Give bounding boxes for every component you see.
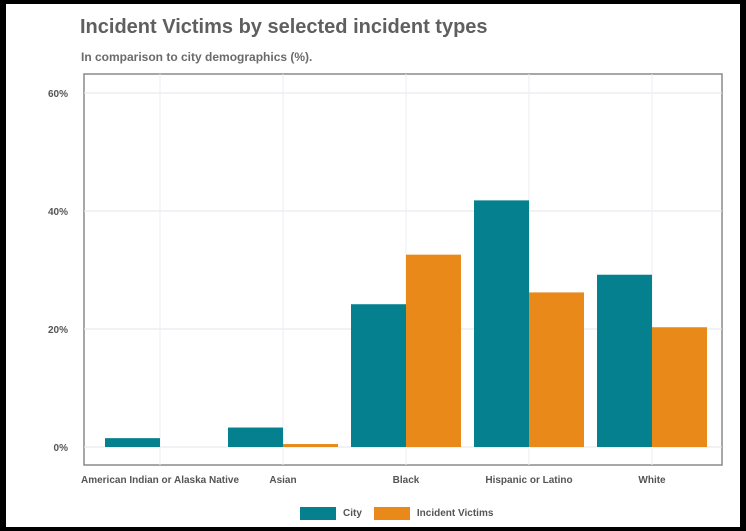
legend-swatch-incident-victims [373,507,410,520]
x-tick-label: White [638,475,666,486]
legend-swatch-city [300,507,336,520]
x-tick-label: American Indian or Alaska Native [81,475,239,486]
y-tick-label: 20% [48,325,68,336]
chart-title: Incident Victims by selected incident ty… [80,16,488,38]
legend-label-incident-victims: Incident Victims [416,508,494,519]
x-tick-label: Asian [269,475,296,486]
chart-frame: Incident Victims by selected incident ty… [6,4,740,527]
y-tick-label: 60% [48,89,68,100]
legend-item-city: City [300,507,362,520]
bar-city [597,274,652,447]
legend: City Incident Victims [300,507,497,520]
y-tick-label: 0% [54,443,69,454]
bar-incident-victims [529,292,584,447]
bar-incident-victims [283,444,338,447]
chart-subtitle: In comparison to city demographics (%). [81,50,313,64]
bar-incident-victims [652,327,707,447]
bar-city [105,438,160,447]
bar-city [474,200,529,447]
legend-label-city: City [343,508,362,519]
x-tick-label: Black [393,475,420,486]
legend-item-incident-victims: Incident Victims [373,507,494,520]
bar-chart: 0% 20% 40% 60% American Indian or Alaska Na… [48,73,723,486]
bar-city [351,304,406,447]
bar-incident-victims [406,254,461,447]
y-tick-label: 40% [48,207,68,218]
x-tick-label: Hispanic or Latino [485,475,572,486]
bar-city [228,427,283,447]
